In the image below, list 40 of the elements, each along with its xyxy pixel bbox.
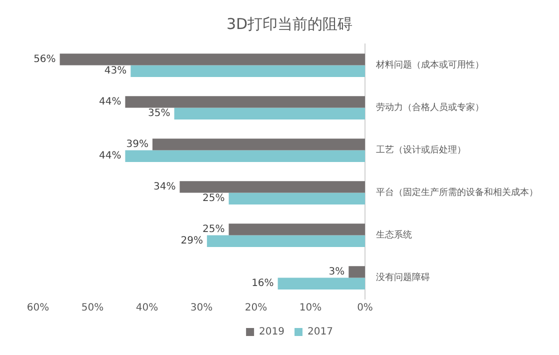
data-label: 29% [180,236,203,247]
data-label: 35% [148,108,170,120]
data-label: 34% [153,182,176,192]
x-tick-label: 20% [244,302,268,314]
bar [174,108,365,120]
x-tick-label: 60% [26,302,50,314]
legend-label: 2019 [259,326,285,338]
y-tick-label: 工艺（设计或后处理） [376,144,466,156]
data-label: 3% [328,266,345,278]
y-tick-label: 材料问题（成本或可用性） [375,60,484,71]
data-label: 25% [202,193,225,204]
y-tick-label: 没有问题障碍 [376,272,430,284]
bar [130,65,365,77]
bar [180,181,365,193]
bar [206,235,365,247]
y-tick-label: 劳动力（合格人员或专家） [376,102,484,114]
bar [125,96,365,108]
data-label: 44% [98,150,122,162]
y-tick-label: 平台（固定生产所需的设备和相关成本） [376,187,538,198]
bar [228,192,365,204]
data-label: 43% [104,66,127,77]
bar [228,224,365,236]
chart-title: 3D打印当前的阻碍 [226,14,353,33]
x-tick-label: 40% [136,302,158,314]
bar [125,150,365,162]
bar [278,278,365,290]
legend-label: 2017 [308,326,333,338]
data-label: 39% [126,139,148,150]
data-label: 44% [98,96,122,108]
x-tick-label: 0% [357,302,373,314]
data-label: 25% [202,224,225,235]
data-label: 56% [34,54,56,65]
x-tick-label: 30% [190,302,213,314]
y-tick-label: 生态系统 [376,230,412,241]
data-label: 16% [252,278,274,290]
bar [152,138,365,150]
bar [348,266,365,278]
x-tick-label: 10% [299,302,322,314]
x-tick-label: 50% [81,302,104,314]
bar [60,54,365,66]
